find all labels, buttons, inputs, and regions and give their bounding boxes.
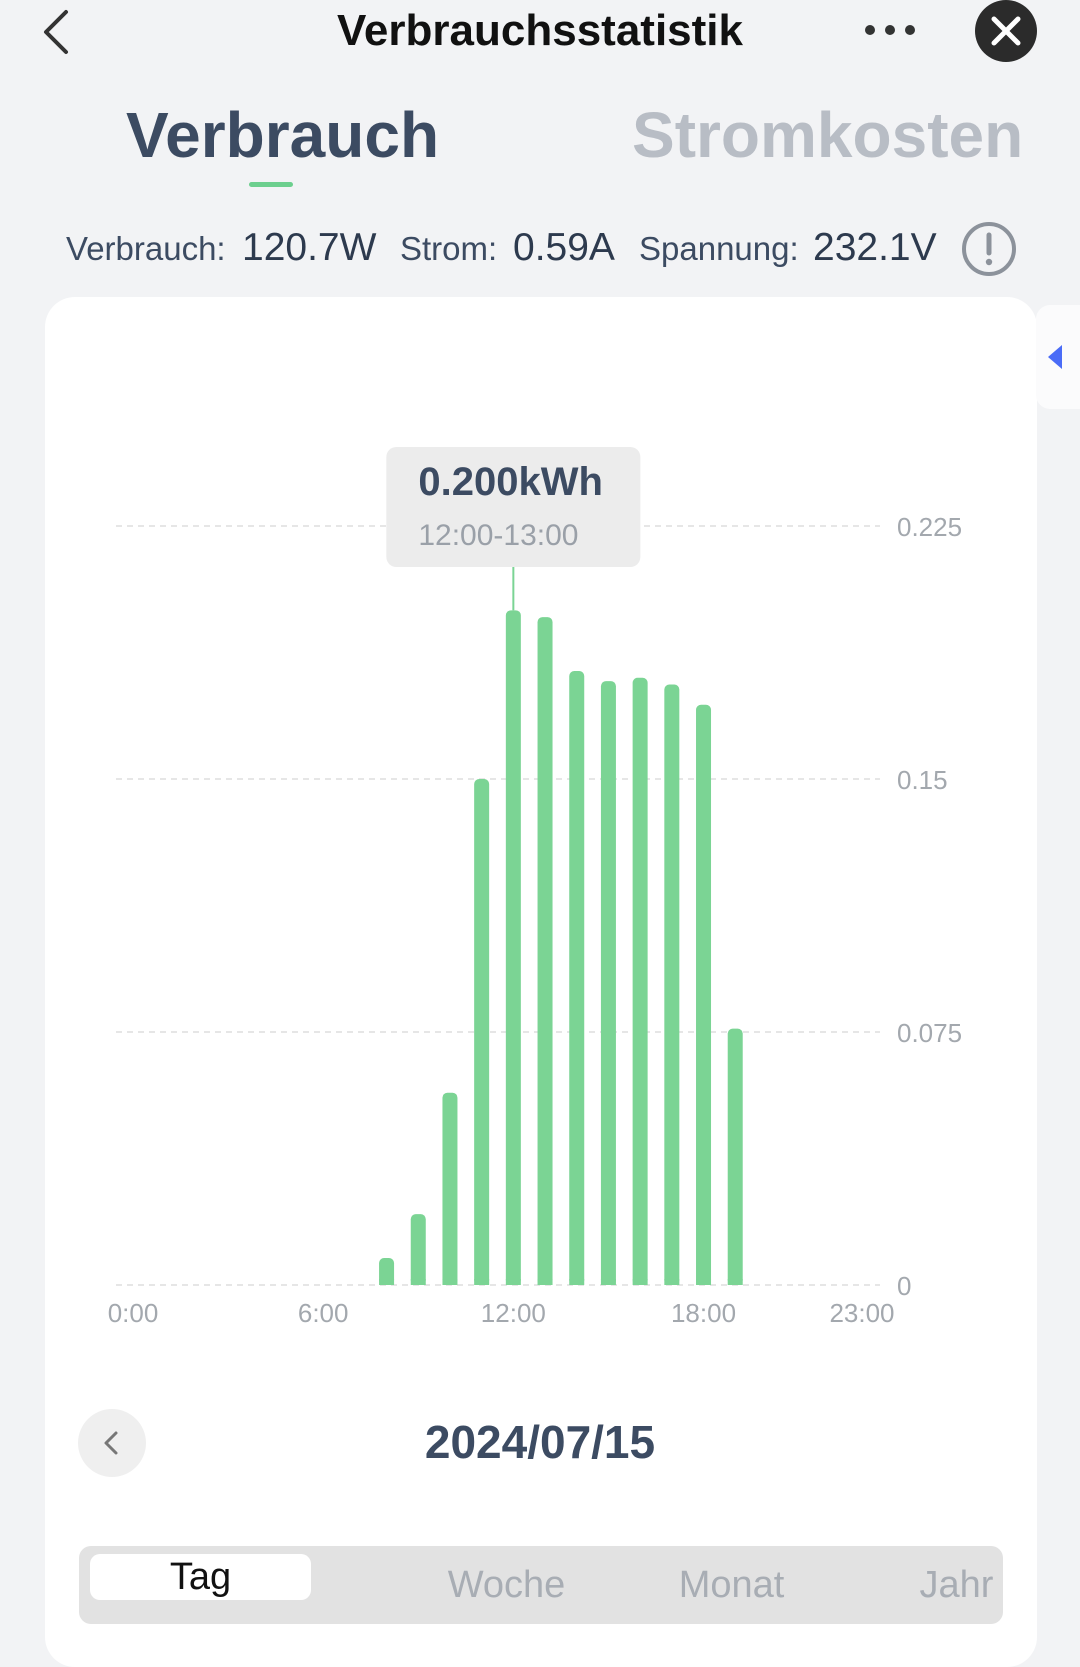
y-tick-label: 0.225: [897, 512, 962, 542]
current-value: 0.59A: [513, 226, 615, 269]
bar-base: [379, 1279, 395, 1285]
tab-stromkosten[interactable]: Stromkosten: [632, 99, 1024, 171]
tooltip-range: 12:00-13:00: [418, 519, 578, 552]
bar-16:00[interactable]: [632, 677, 648, 1285]
x-tick-label: 12:00: [481, 1298, 546, 1328]
period-month[interactable]: Monat: [678, 1564, 785, 1606]
back-button[interactable]: [36, 6, 80, 58]
info-button[interactable]: [961, 221, 1017, 277]
voltage-label: Spannung:: [639, 230, 799, 267]
active-tab-indicator: [249, 182, 293, 187]
bar-base: [696, 1279, 712, 1285]
side-drawer-tab[interactable]: [1036, 305, 1080, 409]
bar-base: [727, 1279, 743, 1285]
bar-12:00[interactable]: [505, 610, 521, 1285]
bar-base: [442, 1279, 458, 1285]
tab-verbrauch[interactable]: Verbrauch: [126, 99, 440, 171]
bar-8:00[interactable]: [379, 1258, 395, 1285]
tooltip-value: 0.200kWh: [418, 460, 603, 504]
x-tick-label: 23:00: [829, 1298, 894, 1328]
bar-11:00[interactable]: [474, 779, 490, 1285]
bar-14:00[interactable]: [569, 671, 585, 1285]
y-tick-label: 0.15: [897, 765, 948, 795]
top-bar: Verbrauchsstatistik: [0, 0, 1080, 64]
more-dots-icon: [865, 25, 915, 35]
more-options-button[interactable]: [862, 18, 918, 42]
bar-base: [474, 1279, 490, 1285]
view-tabs: Verbrauch Stromkosten: [0, 98, 1080, 188]
bar-9:00[interactable]: [410, 1214, 426, 1285]
consumption-value: 120.7W: [242, 226, 377, 269]
voltage-value: 232.1V: [813, 226, 937, 269]
bar-base: [569, 1279, 585, 1285]
date-label: 2024/07/15: [424, 1416, 656, 1468]
close-icon: [991, 16, 1021, 46]
chevron-left-icon: [104, 1431, 118, 1455]
bar-base: [664, 1279, 680, 1285]
bar-15:00[interactable]: [600, 681, 616, 1285]
x-tick-label: 18:00: [671, 1298, 736, 1328]
exclamation-circle-icon: [962, 222, 1016, 276]
close-button[interactable]: [975, 0, 1037, 62]
bar-18:00[interactable]: [696, 704, 712, 1285]
current-label: Strom:: [400, 230, 498, 267]
bar-base: [537, 1279, 553, 1285]
bar-base: [410, 1279, 426, 1285]
period-week[interactable]: Woche: [447, 1564, 566, 1606]
page-title: Verbrauchsstatistik: [337, 6, 743, 55]
y-tick-label: 0.075: [897, 1018, 962, 1048]
live-stats: Verbrauch: 120.7W Strom: 0.59A Spannung:…: [0, 222, 1080, 274]
caret-left-icon: [1048, 345, 1062, 369]
bar-base: [600, 1279, 616, 1285]
bar-13:00[interactable]: [537, 617, 553, 1285]
bar-17:00[interactable]: [664, 684, 680, 1285]
bar-10:00[interactable]: [442, 1092, 458, 1285]
chevron-left-icon: [44, 10, 68, 54]
consumption-label: Verbrauch:: [66, 230, 226, 267]
bar-19:00[interactable]: [727, 1028, 743, 1285]
bar-base: [632, 1279, 648, 1285]
x-tick-label: 6:00: [298, 1298, 349, 1328]
period-year[interactable]: Jahr: [919, 1564, 994, 1606]
bar-base: [505, 1279, 521, 1285]
x-tick-label: 0:00: [108, 1298, 159, 1328]
chart-tooltip: 0.200kWh 12:00-13:00: [386, 447, 641, 611]
period-selector: Tag Woche Monat Jahr: [79, 1546, 1003, 1624]
previous-date-button[interactable]: [78, 1409, 146, 1477]
period-day[interactable]: Tag: [90, 1554, 311, 1600]
y-tick-label: 0: [897, 1271, 911, 1301]
